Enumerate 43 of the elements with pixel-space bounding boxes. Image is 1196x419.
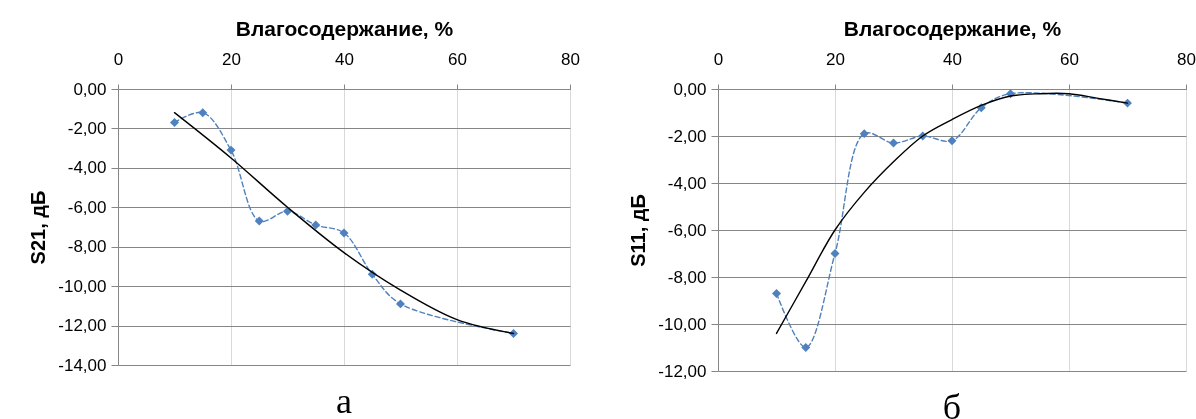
x-tick-label: 0 [113,49,124,69]
x-tick-label: 60 [448,49,467,69]
y-tick-label: -10,00 [58,276,107,296]
y-tick-label: -2,00 [67,118,107,138]
x-tick-label: 80 [561,49,580,69]
x-tick-label: 20 [222,49,241,69]
y-tick-label: 0,00 [73,79,107,99]
x-axis-title: Влагосодержание, % [843,16,1062,40]
y-tick-label: -2,00 [667,126,707,146]
point [772,288,781,298]
text: а [336,381,353,419]
point [396,299,405,309]
point [311,220,321,230]
point [254,216,264,226]
y-tick-label: -12,00 [658,361,707,381]
point [170,118,179,127]
x-tick-label: 40 [943,49,962,69]
x-axis-title: Влагосодержание, % [235,16,454,40]
point [947,136,957,146]
x-tick-label: 20 [826,49,845,69]
point [801,343,811,352]
y-tick-label: 0,00 [673,79,707,99]
text: б [942,387,962,419]
y-tick-label: -14,00 [58,355,107,375]
y-tick-label: -8,00 [667,267,707,287]
y-tick-label: -4,00 [67,158,107,178]
x-tick-label: 60 [1060,49,1079,69]
y-tick-label: -12,00 [58,316,107,336]
x-tick-label: 40 [335,49,354,69]
point [198,108,208,118]
y-axis-title: S21, дБ [27,190,50,265]
x-tick-label: 80 [1177,49,1196,69]
y-tick-label: -10,00 [658,314,707,334]
point [226,145,236,155]
y-tick-label: -8,00 [67,237,107,257]
point [339,228,349,238]
y-tick-label: -6,00 [667,220,707,240]
x-tick-label: 0 [713,49,724,69]
point [859,129,869,139]
y-axis-title: S11, дБ [627,194,650,267]
y-tick-label: -6,00 [67,197,107,217]
point [889,138,898,148]
y-tick-label: -4,00 [667,173,707,193]
